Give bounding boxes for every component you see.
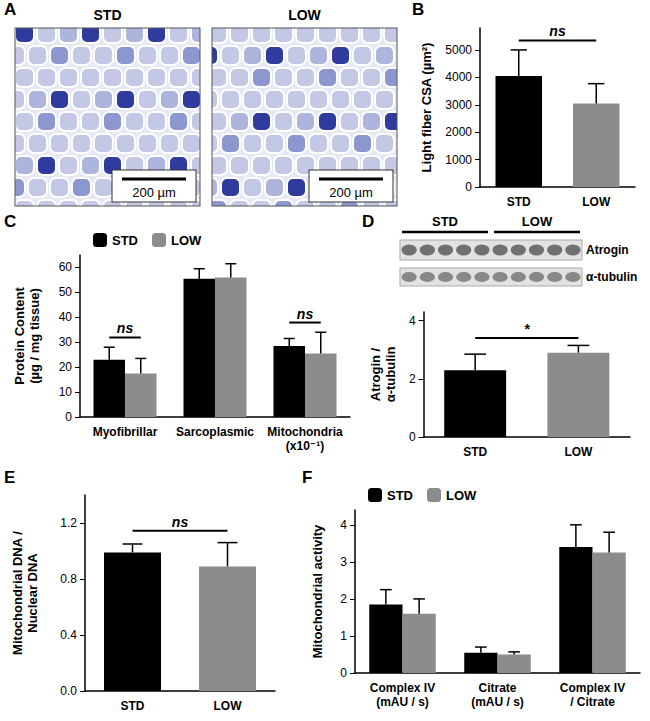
svg-text:3000: 3000: [445, 98, 472, 112]
svg-text:LOW: LOW: [564, 445, 593, 459]
html-text:E: E: [4, 468, 16, 487]
svg-text:0: 0: [409, 430, 416, 444]
svg-text:Mitochondrial DNA /: Mitochondrial DNA /: [10, 531, 25, 655]
svg-text:50: 50: [59, 285, 73, 299]
svg-text:Mitochondrial activity: Mitochondrial activity: [310, 524, 325, 658]
svg-text:200 µm: 200 µm: [329, 185, 373, 200]
svg-text:Complex IV: Complex IV: [560, 681, 625, 695]
svg-text:Light fiber CSA (µm²): Light fiber CSA (µm²): [419, 43, 434, 173]
svg-text:(µg / mg tissue): (µg / mg tissue): [27, 288, 42, 384]
svg-text:Atrogin: Atrogin: [586, 243, 629, 257]
svg-text:200 µm: 200 µm: [132, 185, 176, 200]
svg-text:ns: ns: [549, 23, 566, 39]
svg-text:(mAU / s): (mAU / s): [376, 695, 429, 709]
svg-text:Nuclear DNA: Nuclear DNA: [25, 553, 40, 633]
svg-text:LOW: LOW: [446, 488, 477, 503]
svg-text:60: 60: [59, 260, 73, 274]
svg-text:Complex IV: Complex IV: [370, 681, 435, 695]
svg-text:2000: 2000: [445, 125, 472, 139]
svg-text:*: *: [524, 321, 530, 337]
svg-text:3: 3: [340, 555, 347, 569]
svg-text:0: 0: [65, 410, 72, 424]
svg-text:ns: ns: [172, 514, 189, 530]
svg-text:Citrate: Citrate: [478, 681, 516, 695]
svg-text:1000: 1000: [445, 153, 472, 167]
svg-text:Protein Content: Protein Content: [12, 287, 27, 385]
html-text:F: F: [302, 468, 313, 487]
svg-text:STD: STD: [387, 488, 413, 503]
svg-text:LOW: LOW: [214, 699, 243, 713]
svg-text:1: 1: [340, 629, 347, 643]
svg-text:α-tubulin: α-tubulin: [383, 347, 398, 403]
svg-text:ns: ns: [297, 306, 314, 322]
svg-text:20: 20: [59, 360, 73, 374]
svg-text:30: 30: [59, 335, 73, 349]
svg-text:4: 4: [409, 314, 416, 328]
svg-text:/ Citrate: / Citrate: [570, 695, 615, 709]
svg-text:0: 0: [465, 180, 472, 194]
svg-text:40: 40: [59, 310, 73, 324]
svg-text:STD: STD: [507, 195, 531, 209]
svg-text:ns: ns: [117, 320, 134, 336]
html-text:B: B: [412, 0, 425, 19]
svg-text:4: 4: [340, 518, 347, 532]
html-text:D: D: [362, 212, 375, 231]
svg-text:10: 10: [59, 385, 73, 399]
svg-text:Myofibrillar: Myofibrillar: [93, 425, 158, 439]
html-text:A: A: [4, 0, 17, 19]
svg-text:STD: STD: [121, 699, 145, 713]
svg-text:(x10⁻¹): (x10⁻¹): [286, 439, 324, 453]
svg-text:0.8: 0.8: [60, 572, 77, 586]
svg-text:STD: STD: [463, 445, 487, 459]
svg-text:4000: 4000: [445, 70, 472, 84]
svg-text:STD: STD: [94, 7, 122, 23]
svg-text:LOW: LOW: [171, 233, 202, 248]
svg-text:Mitochondria: Mitochondria: [267, 425, 343, 439]
svg-text:α-tubulin: α-tubulin: [586, 270, 637, 284]
svg-text:Atrogin /: Atrogin /: [368, 347, 383, 401]
svg-text:Sarcoplasmic: Sarcoplasmic: [176, 425, 254, 439]
html-text:C: C: [4, 212, 17, 231]
svg-text:5000: 5000: [445, 43, 472, 57]
svg-text:2: 2: [340, 592, 347, 606]
svg-text:STD: STD: [432, 214, 458, 229]
svg-text:LOW: LOW: [288, 7, 321, 23]
svg-text:1.2: 1.2: [60, 516, 77, 530]
svg-text:0: 0: [340, 666, 347, 680]
svg-text:STD: STD: [112, 233, 138, 248]
svg-text:(mAU / s): (mAU / s): [471, 695, 524, 709]
svg-text:LOW: LOW: [522, 214, 553, 229]
svg-text:LOW: LOW: [582, 195, 611, 209]
svg-text:2: 2: [409, 372, 416, 386]
svg-text:0.4: 0.4: [60, 628, 77, 642]
svg-text:0.0: 0.0: [60, 684, 77, 698]
